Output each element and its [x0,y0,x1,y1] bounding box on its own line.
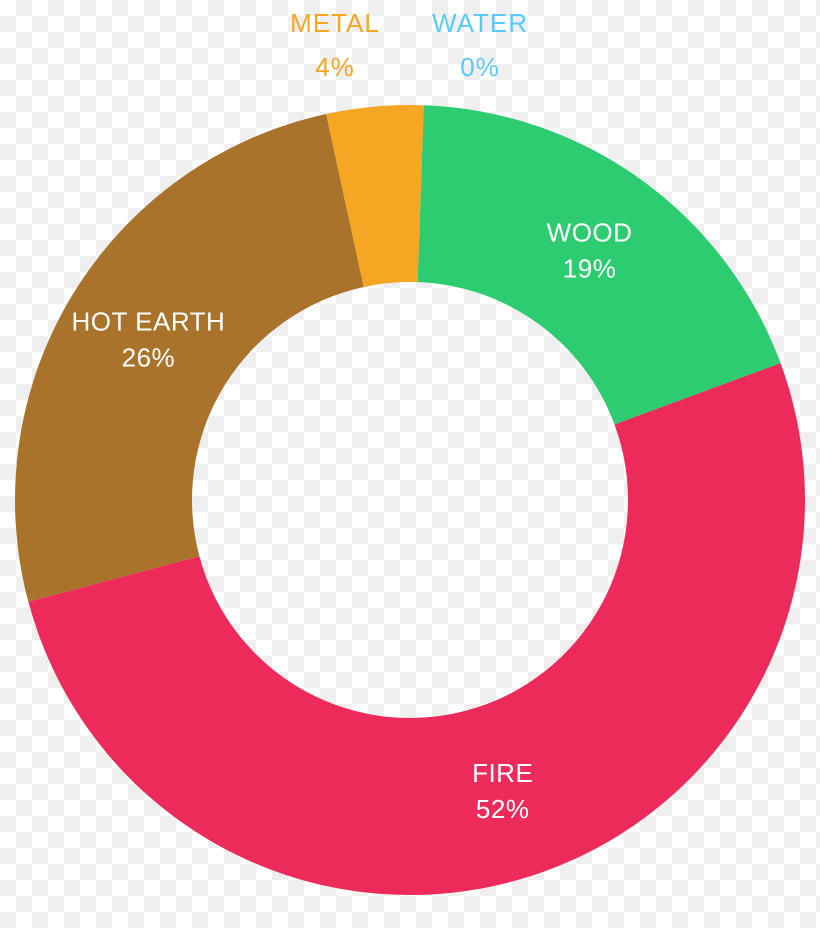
top-label-water: WATER [432,8,528,38]
top-value-water: 0% [460,52,500,82]
slice-value-wood: 19% [563,254,617,284]
slice-hot_earth [15,114,364,602]
slice-label-hot_earth: HOT EARTH [72,306,226,336]
slice-value-hot_earth: 26% [122,342,176,372]
donut-chart: WOOD 19% FIRE 52% HOT EARTH 26% METAL 4% WATER 0% [0,0,820,928]
slice-label-fire: FIRE [472,758,533,788]
top-value-metal: 4% [315,52,355,82]
slice-value-fire: 52% [476,794,530,824]
slice-label-wood: WOOD [547,218,633,248]
chart-area: WOOD 19% FIRE 52% HOT EARTH 26% METAL 4% WATER 0% [0,0,820,928]
top-label-metal: METAL [290,8,380,38]
